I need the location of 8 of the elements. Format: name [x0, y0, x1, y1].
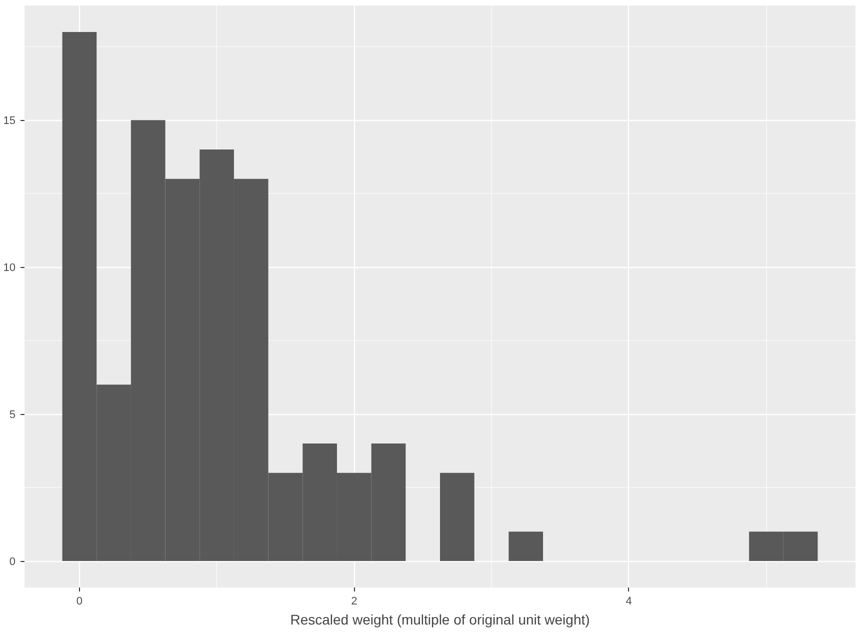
x-axis-title: Rescaled weight (multiple of original unit weight)	[290, 612, 590, 628]
y-tick-label: 10	[3, 262, 16, 274]
y-tick-label: 0	[9, 556, 16, 568]
x-tick-label: 4	[626, 596, 632, 608]
y-tick-label: 5	[9, 409, 16, 422]
x-tick-label: 2	[351, 596, 358, 608]
y-tick-label: 15	[3, 115, 16, 128]
x-tick-label: 0	[76, 596, 83, 608]
